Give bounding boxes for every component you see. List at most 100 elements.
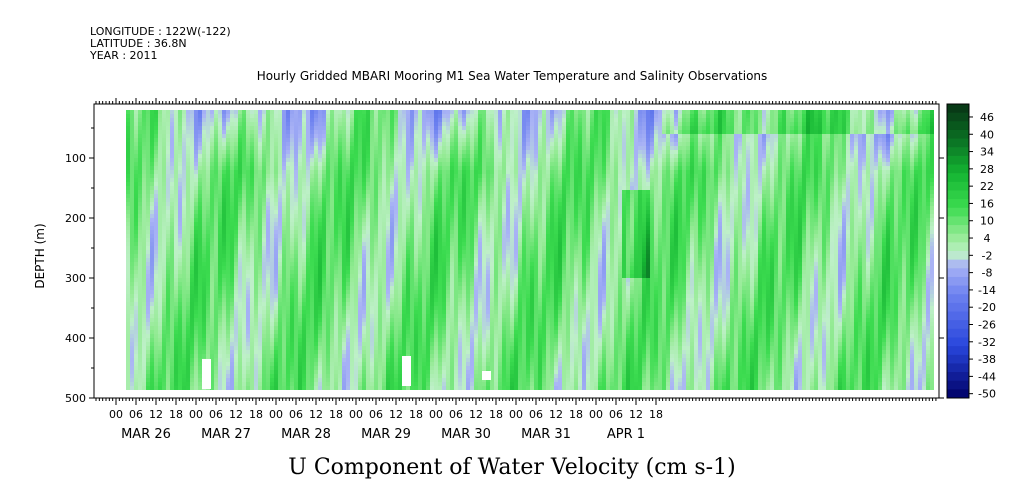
heatmap-cell <box>286 330 290 334</box>
heatmap-cell <box>186 190 190 194</box>
heatmap-cell <box>406 282 410 286</box>
heatmap-cell <box>214 194 218 198</box>
heatmap-cell <box>282 122 286 126</box>
heatmap-cell <box>158 222 162 226</box>
heatmap-cell <box>194 370 198 374</box>
heatmap-cell <box>190 202 194 206</box>
heatmap-cell <box>406 226 410 230</box>
heatmap-cell <box>250 194 254 198</box>
heatmap-cell <box>286 278 290 282</box>
heatmap-cell <box>314 150 318 154</box>
heatmap-cell <box>266 274 270 278</box>
heatmap-cell <box>286 270 290 274</box>
heatmap-cell <box>394 194 398 198</box>
heatmap-cell <box>222 258 226 262</box>
heatmap-cell <box>378 222 382 226</box>
heatmap-cell <box>138 166 142 170</box>
heatmap-cell <box>394 150 398 154</box>
heatmap-cell <box>202 110 206 114</box>
heatmap-cell <box>178 114 182 118</box>
heatmap-cell <box>226 286 230 290</box>
heatmap-cell <box>158 110 162 114</box>
heatmap-cell <box>306 330 310 334</box>
heatmap-cell <box>386 154 390 158</box>
heatmap-cell <box>134 262 138 266</box>
heatmap-cell <box>246 162 250 166</box>
heatmap-cell <box>402 278 406 282</box>
heatmap-cell <box>346 186 350 190</box>
heatmap-cell <box>178 258 182 262</box>
heatmap-cell <box>182 114 186 118</box>
heatmap-cell <box>346 214 350 218</box>
heatmap-cell <box>382 202 386 206</box>
heatmap-cell <box>206 134 210 138</box>
heatmap-cell <box>174 162 178 166</box>
heatmap-cell <box>314 170 318 174</box>
heatmap-cell <box>326 370 330 374</box>
heatmap-cell <box>258 190 262 194</box>
heatmap-cell <box>254 266 258 270</box>
heatmap-cell <box>270 110 274 114</box>
heatmap-cell <box>314 230 318 234</box>
heatmap-cell <box>190 322 194 326</box>
heatmap-cell <box>294 306 298 310</box>
heatmap-cell <box>234 338 238 342</box>
heatmap-cell <box>186 338 190 342</box>
heatmap-cell <box>206 354 210 358</box>
heatmap-cell <box>278 174 282 178</box>
heatmap-cell <box>402 122 406 126</box>
heatmap-cell <box>186 210 190 214</box>
heatmap-cell <box>394 182 398 186</box>
heatmap-cell <box>338 298 342 302</box>
heatmap-cell <box>386 158 390 162</box>
heatmap-cell <box>402 286 406 290</box>
heatmap-cell <box>306 366 310 370</box>
heatmap-cell <box>294 274 298 278</box>
heatmap-cell <box>182 234 186 238</box>
heatmap-cell <box>358 346 362 350</box>
heatmap-cell <box>126 138 130 142</box>
heatmap-cell <box>206 178 210 182</box>
heatmap-cell <box>314 186 318 190</box>
heatmap-cell <box>370 206 374 210</box>
heatmap-cell <box>370 350 374 354</box>
heatmap-cell <box>146 370 150 374</box>
heatmap-cell <box>342 318 346 322</box>
heatmap-cell <box>218 166 222 170</box>
heatmap-cell <box>194 118 198 122</box>
heatmap-cell <box>214 174 218 178</box>
heatmap-cell <box>210 294 214 298</box>
heatmap-cell <box>258 146 262 150</box>
heatmap-cell <box>226 266 230 270</box>
heatmap-cell <box>182 358 186 362</box>
heatmap-cell <box>226 274 230 278</box>
heatmap-cell <box>326 246 330 250</box>
heatmap-cell <box>162 266 166 270</box>
heatmap-cell <box>222 362 226 366</box>
heatmap-cell <box>374 242 378 246</box>
heatmap-cell <box>258 254 262 258</box>
heatmap-cell <box>166 122 170 126</box>
heatmap-cell <box>138 254 142 258</box>
heatmap-cell <box>158 198 162 202</box>
heatmap-cell <box>394 162 398 166</box>
heatmap-cell <box>198 122 202 126</box>
heatmap-cell <box>294 258 298 262</box>
heatmap-cell <box>222 134 226 138</box>
heatmap-cell <box>218 354 222 358</box>
heatmap-cell <box>314 166 318 170</box>
heatmap-cell <box>186 202 190 206</box>
heatmap-cell <box>134 138 138 142</box>
heatmap-cell <box>274 214 278 218</box>
heatmap-cell <box>126 206 130 210</box>
heatmap-cell <box>362 342 366 346</box>
heatmap-cell <box>378 278 382 282</box>
heatmap-cell <box>398 182 402 186</box>
heatmap-cell <box>386 142 390 146</box>
heatmap-cell <box>138 138 142 142</box>
heatmap-cell <box>226 362 230 366</box>
heatmap-cell <box>246 242 250 246</box>
heatmap-cell <box>242 114 246 118</box>
heatmap-cell <box>170 194 174 198</box>
heatmap-cell <box>190 294 194 298</box>
